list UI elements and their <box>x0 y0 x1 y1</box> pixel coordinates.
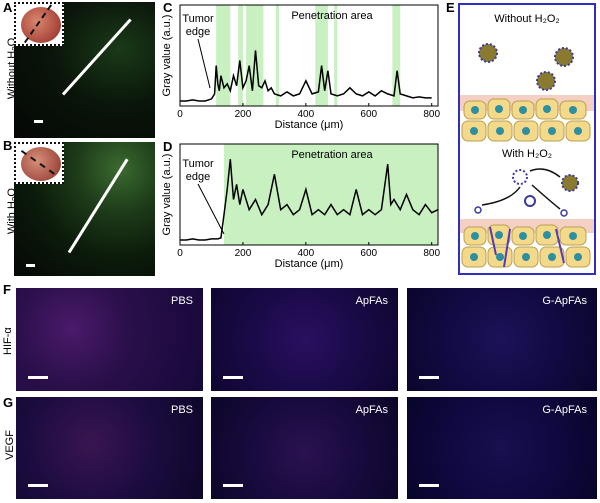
penetration-band <box>334 5 338 106</box>
image-label: PBS <box>170 295 193 307</box>
series-line <box>180 159 439 241</box>
x-tick-label: 600 <box>360 248 377 259</box>
panel-letter-g: G <box>3 395 14 410</box>
tumor-edge-annotation: Tumor <box>182 158 214 170</box>
cells-bottom <box>461 224 591 268</box>
image-label: G-ApFAs <box>542 404 587 416</box>
penetration-band <box>224 144 438 245</box>
x-tick-label: 600 <box>360 109 377 120</box>
row-label-hif: HIF-α <box>2 327 14 355</box>
fluorescence-f-apfas: ApFAs <box>211 288 398 391</box>
line-chart-d: 0 200 400 600 800 Distance (μm) Gray value (a.… <box>161 143 440 270</box>
panel-letter-d: D <box>163 139 173 154</box>
micrograph-without-h2o2 <box>14 2 155 138</box>
micrograph-with-h2o2 <box>14 142 155 276</box>
x-tick-label: 200 <box>235 248 252 259</box>
y-axis-label: Gray value (a.u.) <box>161 15 173 97</box>
panel-letter-b: B <box>3 138 13 153</box>
fluorescence-f-pbs: PBS <box>16 288 203 391</box>
schematic-e: Without H₂O₂ With H₂O₂ <box>458 3 596 275</box>
image-label: G-ApFAs <box>542 295 587 307</box>
x-tick-label: 400 <box>298 109 315 120</box>
x-axis-label: Distance (μm) <box>275 119 344 131</box>
scale-bar <box>28 376 48 379</box>
cells-top <box>461 98 591 142</box>
penetration-band <box>216 5 231 106</box>
x-tick-label: 800 <box>423 248 440 259</box>
tumor-photo-inset-a <box>14 2 64 46</box>
panel-letter-a: A <box>3 0 13 15</box>
fluorescence-g-gapfas: G-ApFAs <box>407 397 597 499</box>
chart-c: 0 200 400 600 800 Distance (μm) Gray value (a.… <box>160 0 450 135</box>
scale-bar-a <box>34 120 43 123</box>
tumor-photo-inset-b <box>14 142 64 184</box>
tumor-edge-annotation: edge <box>186 171 210 183</box>
line-chart-c: 0 200 400 600 800 Distance (μm) Gray value (a.… <box>161 4 440 131</box>
penetration-area-label: Penetration area <box>291 10 373 22</box>
plot-frame <box>179 143 439 246</box>
penetration-area-label: Penetration area <box>291 149 373 161</box>
schematic-svg: Without H₂O₂ With H₂O₂ <box>460 13 594 268</box>
scale-bar <box>223 484 243 487</box>
panel-letter-e: E <box>446 0 455 15</box>
plot-frame <box>179 4 439 107</box>
tumor-edge-annotation: edge <box>186 26 210 38</box>
image-label: ApFAs <box>355 295 388 307</box>
annotation-arrow <box>197 38 211 89</box>
with-h2o2-label: With H₂O₂ <box>502 148 552 160</box>
scale-bar <box>28 484 48 487</box>
panel-letter-c: C <box>163 0 173 15</box>
without-h2o2-label: Without H₂O₂ <box>494 13 559 25</box>
line-profile-b <box>67 158 129 254</box>
image-label: PBS <box>170 404 193 416</box>
x-tick-label: 0 <box>177 109 183 120</box>
scale-bar <box>419 484 439 487</box>
fluorescence-f-gapfas: G-ApFAs <box>407 288 597 391</box>
penetration-band <box>392 5 401 106</box>
x-tick-label: 0 <box>177 248 183 259</box>
y-axis-label: Gray value (a.u.) <box>161 154 173 236</box>
penetration-band <box>315 5 328 106</box>
x-tick-label: 400 <box>298 248 315 259</box>
panel-letter-f: F <box>3 282 11 297</box>
series-line <box>180 50 432 102</box>
scale-bar-b <box>26 264 35 267</box>
annotation-arrow <box>197 183 225 235</box>
x-tick-label: 800 <box>423 109 440 120</box>
chart-d: 0 200 400 600 800 Distance (μm) Gray value (a.… <box>160 139 450 276</box>
nanoparticle-icon <box>478 43 574 91</box>
x-axis-label: Distance (μm) <box>275 258 344 270</box>
nanoparticle-icon-bottom <box>474 169 579 217</box>
row-label-vegf: VEGF <box>4 430 16 460</box>
x-tick-label: 200 <box>235 109 252 120</box>
penetration-band <box>275 5 280 106</box>
scale-bar <box>223 376 243 379</box>
penetration-band <box>238 5 243 106</box>
fluorescence-g-apfas: ApFAs <box>211 397 398 499</box>
fluorescence-g-pbs: PBS <box>16 397 203 499</box>
image-label: ApFAs <box>355 404 388 416</box>
tumor-edge-annotation: Tumor <box>182 13 214 25</box>
scale-bar <box>419 376 439 379</box>
arrow-icons <box>481 168 561 210</box>
line-profile-a <box>61 18 132 96</box>
